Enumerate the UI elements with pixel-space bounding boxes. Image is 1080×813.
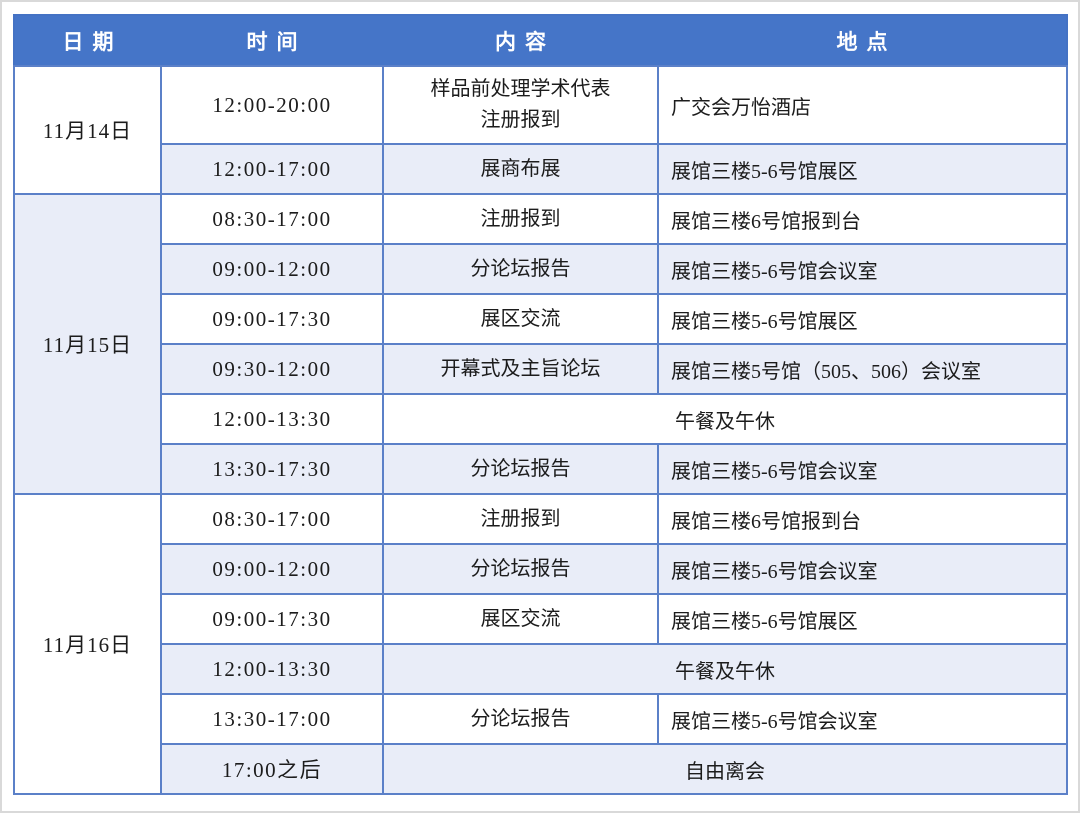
content-cell: 样品前处理学术代表 注册报到	[382, 65, 659, 145]
time-cell: 12:00-13:30	[160, 393, 384, 445]
time-cell: 12:00-20:00	[160, 65, 384, 145]
table-row: 13:30-17:30 分论坛报告 展馆三楼5-6号馆会议室	[14, 443, 1068, 495]
table-row: 13:30-17:00 分论坛报告 展馆三楼5-6号馆会议室	[14, 693, 1068, 745]
table-row: 12:00-13:30 午餐及午休	[14, 643, 1068, 695]
time-cell: 12:00-17:00	[160, 143, 384, 195]
time-cell: 08:30-17:00	[160, 193, 384, 245]
header-cell-content: 内容	[383, 15, 658, 66]
table-row: 11月15日 08:30-17:00 注册报到 展馆三楼6号馆报到台	[13, 193, 1068, 495]
table-row: 17:00之后 自由离会	[14, 743, 1068, 795]
location-cell: 展馆三楼5-6号馆会议室	[657, 243, 1068, 295]
content-cell: 开幕式及主旨论坛	[382, 343, 659, 395]
location-cell: 展馆三楼5-6号馆展区	[657, 143, 1068, 195]
table-row: 11月14日 12:00-20:00 样品前处理学术代表 注册报到 广交会万怡酒…	[13, 65, 1068, 195]
table-row: 09:00-17:30 展区交流 展馆三楼5-6号馆展区	[14, 593, 1068, 645]
location-cell: 展馆三楼5-6号馆会议室	[657, 443, 1068, 495]
date-cell: 11月14日	[13, 65, 162, 195]
header-cell-location: 地点	[658, 15, 1067, 66]
content-cell: 展区交流	[382, 293, 659, 345]
header-cell-date: 日期	[14, 15, 161, 66]
merged-cell: 午餐及午休	[382, 393, 1068, 445]
table-row: 09:00-12:00 分论坛报告 展馆三楼5-6号馆会议室	[14, 243, 1068, 295]
schedule-table: 日期 时间 内容 地点 11月14日 12:00-20:00 样品前处理学术代表…	[13, 14, 1068, 795]
table-row: 12:00-17:00 展商布展 展馆三楼5-6号馆展区	[14, 143, 1068, 195]
location-cell: 展馆三楼5-6号馆会议室	[657, 543, 1068, 595]
time-cell: 13:30-17:30	[160, 443, 384, 495]
time-cell: 13:30-17:00	[160, 693, 384, 745]
content-cell: 展商布展	[382, 143, 659, 195]
location-cell: 展馆三楼6号馆报到台	[657, 193, 1068, 245]
content-cell: 分论坛报告	[382, 543, 659, 595]
location-cell: 展馆三楼5-6号馆展区	[657, 593, 1068, 645]
table-row: 12:00-13:30 午餐及午休	[14, 393, 1068, 445]
content-cell: 注册报到	[382, 493, 659, 545]
content-cell: 展区交流	[382, 593, 659, 645]
header-row: 日期 时间 内容 地点	[14, 15, 1067, 66]
time-cell: 09:00-17:30	[160, 593, 384, 645]
location-cell: 广交会万怡酒店	[657, 65, 1068, 145]
location-cell: 展馆三楼5-6号馆会议室	[657, 693, 1068, 745]
time-cell: 09:00-12:00	[160, 243, 384, 295]
time-cell: 09:00-12:00	[160, 543, 384, 595]
time-cell: 09:00-17:30	[160, 293, 384, 345]
date-cell: 11月16日	[13, 493, 162, 795]
time-cell: 09:30-12:00	[160, 343, 384, 395]
content-cell: 分论坛报告	[382, 693, 659, 745]
table-row: 09:00-12:00 分论坛报告 展馆三楼5-6号馆会议室	[14, 543, 1068, 595]
table-row: 09:30-12:00 开幕式及主旨论坛 展馆三楼5号馆（505、506）会议室	[14, 343, 1068, 395]
location-cell: 展馆三楼5-6号馆展区	[657, 293, 1068, 345]
date-cell: 11月15日	[13, 193, 162, 495]
content-cell: 分论坛报告	[382, 443, 659, 495]
merged-cell: 自由离会	[382, 743, 1068, 795]
time-cell: 17:00之后	[160, 743, 384, 795]
location-cell: 展馆三楼6号馆报到台	[657, 493, 1068, 545]
merged-cell: 午餐及午休	[382, 643, 1068, 695]
table-row: 11月16日 08:30-17:00 注册报到 展馆三楼6号馆报到台	[13, 493, 1068, 795]
time-cell: 12:00-13:30	[160, 643, 384, 695]
content-cell: 分论坛报告	[382, 243, 659, 295]
location-cell: 展馆三楼5号馆（505、506）会议室	[657, 343, 1068, 395]
table-row: 09:00-17:30 展区交流 展馆三楼5-6号馆展区	[14, 293, 1068, 345]
header-cell-time: 时间	[161, 15, 383, 66]
content-cell: 注册报到	[382, 193, 659, 245]
time-cell: 08:30-17:00	[160, 493, 384, 545]
